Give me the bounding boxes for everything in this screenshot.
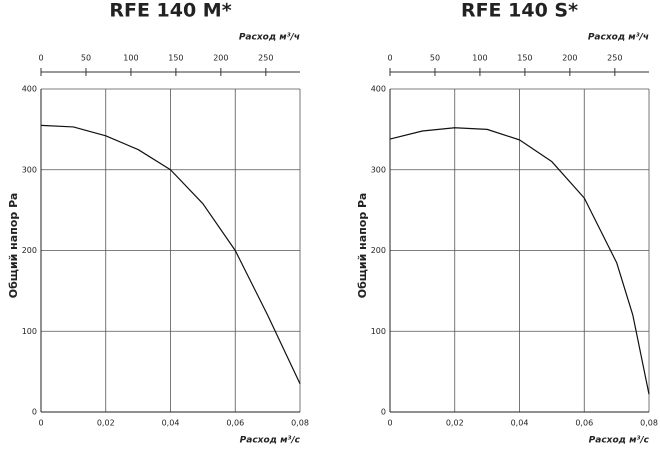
x2-tick-label: 0 — [38, 54, 43, 63]
x2-tick-label: 100 — [123, 54, 138, 63]
x2-tick-label: 50 — [430, 54, 440, 63]
x-tick-label: 0,08 — [640, 419, 658, 428]
y-tick-label: 300 — [371, 165, 386, 174]
x2-tick-label: 0 — [387, 54, 392, 63]
y-tick-label: 200 — [371, 246, 386, 255]
x-tick-label: 0,04 — [511, 419, 529, 428]
fan-curve — [40, 124, 301, 384]
y-tick-label: 100 — [371, 327, 386, 336]
y-tick-label: 400 — [22, 85, 37, 94]
x-axis-label: Расход м³/с — [240, 436, 301, 446]
x-tick-label: 0,08 — [291, 419, 309, 428]
x-tick-label: 0 — [387, 419, 392, 428]
x-tick-label: 0,06 — [575, 419, 593, 428]
x-tick-label: 0,02 — [446, 419, 464, 428]
x-tick-label: 0 — [38, 419, 43, 428]
x2-tick-label: 250 — [607, 54, 622, 63]
chart-title: RFE 140 S* — [461, 0, 578, 22]
x2-tick-label: 150 — [517, 54, 532, 63]
x2-tick-label: 200 — [213, 54, 228, 63]
x2-tick-label: 150 — [168, 54, 183, 63]
x2-tick-label: 250 — [258, 54, 273, 63]
y-tick-label: 300 — [22, 165, 37, 174]
x2-axis-label: Расход м³/ч — [588, 33, 649, 43]
x-axis-label: Расход м³/с — [589, 436, 650, 446]
y-tick-label: 200 — [22, 246, 37, 255]
y-axis-label: Общий напор Pa — [7, 193, 20, 299]
x2-tick-label: 100 — [472, 54, 487, 63]
y-tick-label: 0 — [381, 408, 386, 417]
x2-tick-label: 200 — [562, 54, 577, 63]
x-tick-label: 0,02 — [97, 419, 115, 428]
chart-title: RFE 140 M* — [109, 0, 231, 22]
x-tick-label: 0,04 — [162, 419, 180, 428]
x2-axis-label: Расход м³/ч — [239, 33, 300, 43]
y-tick-label: 0 — [32, 408, 37, 417]
x-tick-label: 0,06 — [226, 419, 244, 428]
y-tick-label: 400 — [371, 85, 386, 94]
x2-tick-label: 50 — [81, 54, 91, 63]
fan-curve — [389, 127, 650, 395]
y-axis-label: Общий напор Pa — [356, 193, 369, 299]
y-tick-label: 100 — [22, 327, 37, 336]
